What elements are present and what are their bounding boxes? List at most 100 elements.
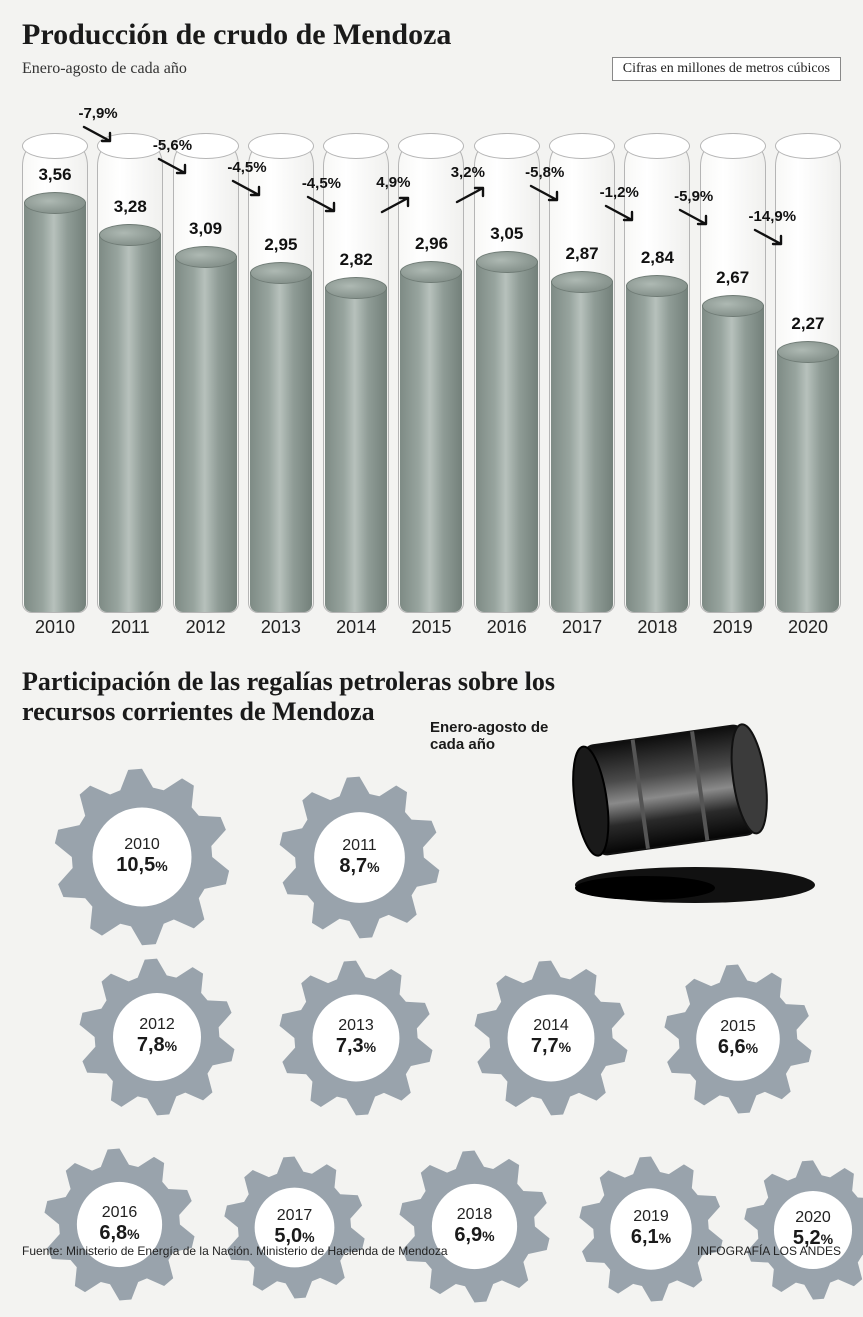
royalties-header: Participación de las regalías petroleras… (0, 655, 863, 727)
x-tick: 2019 (700, 617, 766, 645)
subtitle: Enero-agosto de cada año (22, 60, 187, 78)
pct-change: -4,5% (227, 159, 266, 176)
x-tick: 2018 (624, 617, 690, 645)
trend-arrow-icon (676, 206, 716, 232)
gear-2012: 2012 7,8% (77, 957, 237, 1117)
x-axis: 2010201120122013201420152016201720182019… (22, 617, 841, 645)
gear-year: 2015 (718, 1018, 758, 1036)
value-label: 2,87 (549, 244, 615, 264)
x-tick: 2017 (549, 617, 615, 645)
trend-arrow-icon (80, 123, 120, 149)
gear-text: 2019 6,1% (631, 1208, 671, 1249)
gear-text: 2020 5,2% (793, 1209, 833, 1250)
trend-arrow-icon (378, 192, 418, 218)
pct-change: -7,9% (78, 105, 117, 122)
gear-value: 5,2% (793, 1227, 833, 1250)
value-label: 3,28 (97, 197, 163, 217)
gear-value: 6,9% (454, 1224, 494, 1247)
royalties-subtitle: Enero-agosto de cada año (430, 719, 550, 753)
gear-text: 2015 6,6% (718, 1018, 758, 1059)
gear-text: 2011 8,7% (339, 837, 379, 878)
gear-year: 2016 (99, 1204, 139, 1222)
cylinder-fill (250, 272, 312, 612)
gear-value: 8,7% (339, 855, 379, 878)
pct-change: 3,2% (451, 164, 485, 181)
gear-2010: 2010 10,5% (52, 767, 232, 947)
cylinder-fill (476, 261, 538, 612)
gear-2015: 2015 6,6% (662, 963, 814, 1115)
trend-arrow-icon (527, 182, 567, 208)
gear-2011: 2011 8,7% (277, 775, 442, 940)
gear-year: 2014 (531, 1017, 571, 1035)
value-label: 2,67 (700, 268, 766, 288)
gear-year: 2010 (116, 836, 167, 854)
x-tick: 2014 (323, 617, 389, 645)
gear-value: 6,8% (99, 1222, 139, 1245)
bar-chart: 3,56 3,28 3,09 2,95 2,82 2,96 3,05 2,87 2,84 2,67… (22, 105, 841, 645)
gear-text: 2014 7,7% (531, 1017, 571, 1058)
gear-year: 2017 (274, 1207, 314, 1225)
gear-value: 7,3% (336, 1035, 376, 1058)
value-label: 2,84 (624, 248, 690, 268)
gear-year: 2020 (793, 1209, 833, 1227)
cylinder-fill (175, 256, 237, 612)
gear-value: 7,8% (137, 1034, 177, 1057)
gear-value: 7,7% (531, 1035, 571, 1058)
gear-2016: 2016 6,8% (42, 1147, 197, 1302)
pct-change: -5,6% (153, 137, 192, 154)
trend-arrow-icon (304, 193, 344, 219)
gear-value: 5,0% (274, 1225, 314, 1248)
x-tick: 2013 (248, 617, 314, 645)
gear-text: 2013 7,3% (336, 1017, 376, 1058)
gear-2020: 2020 5,2% (742, 1159, 863, 1301)
gear-2018: 2018 6,9% (397, 1149, 552, 1304)
pct-change: -5,9% (674, 188, 713, 205)
x-tick: 2010 (22, 617, 88, 645)
cylinder-fill (400, 271, 462, 612)
cylinder-fill (626, 285, 688, 612)
trend-arrow-icon (229, 177, 269, 203)
gear-value: 6,6% (718, 1036, 758, 1059)
pct-change: -14,9% (749, 208, 797, 225)
pct-change: -5,8% (525, 164, 564, 181)
gear-year: 2011 (339, 837, 379, 855)
gear-value: 10,5% (116, 854, 167, 877)
gear-2013: 2013 7,3% (277, 959, 435, 1117)
value-label: 2,82 (323, 250, 389, 270)
header: Producción de crudo de Mendoza Enero-ago… (0, 0, 863, 85)
cylinder-fill (777, 351, 839, 612)
gear-2019: 2019 6,1% (577, 1155, 725, 1303)
x-tick: 2011 (97, 617, 163, 645)
value-label: 3,09 (173, 219, 239, 239)
cylinder-fill (99, 234, 161, 612)
value-label: 2,95 (248, 235, 314, 255)
trend-arrow-icon (155, 155, 195, 181)
gear-value: 6,1% (631, 1226, 671, 1249)
cylinder-fill (702, 305, 764, 613)
trend-arrow-icon (453, 182, 493, 208)
value-label: 2,96 (398, 234, 464, 254)
gear-text: 2017 5,0% (274, 1207, 314, 1248)
trend-arrow-icon (602, 202, 642, 228)
x-tick: 2016 (474, 617, 540, 645)
royalties-title: Participación de las regalías petroleras… (22, 667, 582, 727)
trend-arrow-icon (751, 226, 791, 252)
gear-text: 2016 6,8% (99, 1204, 139, 1245)
gear-2017: 2017 5,0% (222, 1155, 367, 1300)
gear-2014: 2014 7,7% (472, 959, 630, 1117)
main-title: Producción de crudo de Mendoza (22, 18, 841, 51)
gear-text: 2012 7,8% (137, 1016, 177, 1057)
pct-change: -1,2% (600, 184, 639, 201)
gear-text: 2018 6,9% (454, 1206, 494, 1247)
gear-text: 2010 10,5% (116, 836, 167, 877)
pct-change: 4,9% (376, 174, 410, 191)
bars-container: 3,56 3,28 3,09 2,95 2,82 2,96 3,05 2,87 2,84 2,67… (22, 133, 841, 613)
value-label: 2,27 (775, 314, 841, 334)
pct-change: -4,5% (302, 175, 341, 192)
value-label: 3,05 (474, 224, 540, 244)
gear-chart: 2010 10,5% 2011 8,7% 2012 7,8% 2013 7,3%… (22, 757, 841, 1317)
footer: Fuente: Ministerio de Energía de la Naci… (22, 1244, 841, 1258)
header-subrow: Enero-agosto de cada año Cifras en millo… (22, 57, 841, 81)
gear-year: 2019 (631, 1208, 671, 1226)
value-label: 3,56 (22, 165, 88, 185)
